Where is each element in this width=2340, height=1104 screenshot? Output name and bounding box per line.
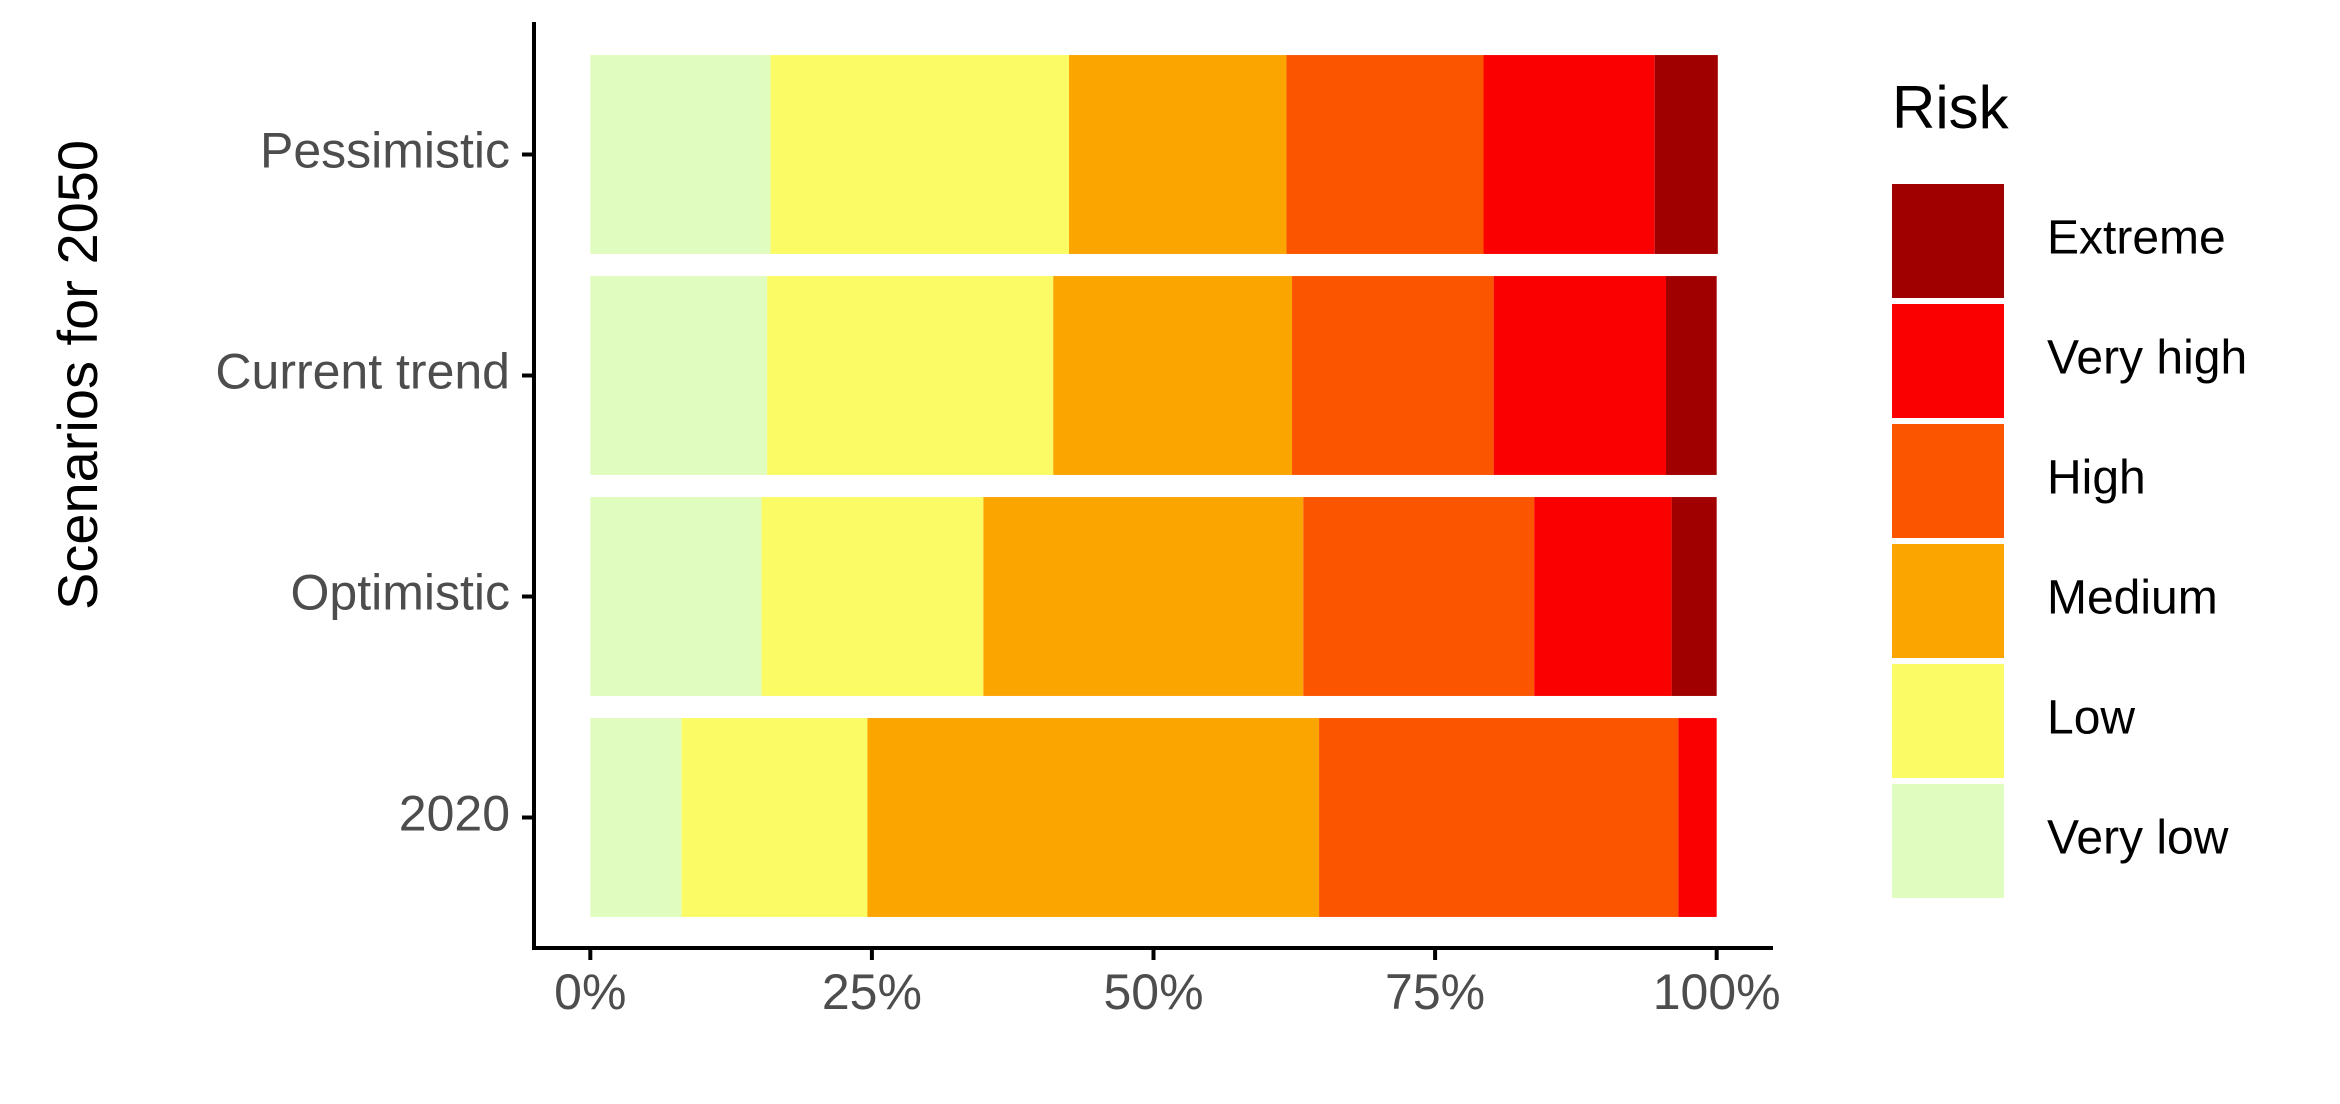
x-tick-label: 25%: [822, 964, 922, 1020]
bar-segment: [1292, 276, 1494, 475]
bar-segment: [770, 55, 1070, 254]
x-tick-label: 75%: [1385, 964, 1485, 1020]
bar-segment: [1493, 276, 1666, 475]
y-tick-label: 2020: [399, 786, 510, 842]
bar-segment: [1483, 55, 1655, 254]
legend-label: Extreme: [2047, 212, 2226, 265]
bar-segment: [590, 276, 768, 475]
legend-title: Risk: [1892, 74, 2010, 141]
bar-segment: [681, 718, 868, 917]
legend-key: [1892, 424, 2004, 538]
legend-label: Very low: [2047, 812, 2229, 865]
bar-segment: [867, 718, 1320, 917]
bar-segment: [590, 497, 762, 696]
bar-segment: [590, 55, 771, 254]
legend-label: Very high: [2047, 332, 2247, 385]
bar-segment: [1665, 276, 1717, 475]
bar-segment: [590, 718, 682, 917]
bar-segment: [1069, 55, 1287, 254]
bar-segment: [1303, 497, 1535, 696]
bar-segment: [1319, 718, 1679, 917]
legend-key: [1892, 664, 2004, 778]
bar-segment: [1053, 276, 1293, 475]
x-tick-label: 50%: [1103, 964, 1203, 1020]
bar-segment: [767, 276, 1054, 475]
bar-segment: [1286, 55, 1484, 254]
bar-segment: [1654, 55, 1718, 254]
bar-segment: [761, 497, 984, 696]
legend-label: High: [2047, 452, 2146, 505]
legend-key: [1892, 544, 2004, 658]
x-tick-label: 0%: [554, 964, 626, 1020]
y-axis-title: Scenarios for 2050: [46, 140, 109, 610]
bar-segment: [1534, 497, 1672, 696]
legend-label: Medium: [2047, 572, 2218, 625]
legend-key: [1892, 184, 2004, 298]
y-tick-label: Current trend: [215, 344, 510, 400]
legend-label: Low: [2047, 692, 2135, 745]
y-tick-label: Pessimistic: [260, 123, 510, 179]
bar-segment: [1678, 718, 1717, 917]
x-tick-label: 100%: [1653, 964, 1781, 1020]
legend-key: [1892, 784, 2004, 898]
bar-segment: [1671, 497, 1717, 696]
y-tick-label: Optimistic: [291, 565, 510, 621]
bar-segment: [983, 497, 1304, 696]
legend-key: [1892, 304, 2004, 418]
